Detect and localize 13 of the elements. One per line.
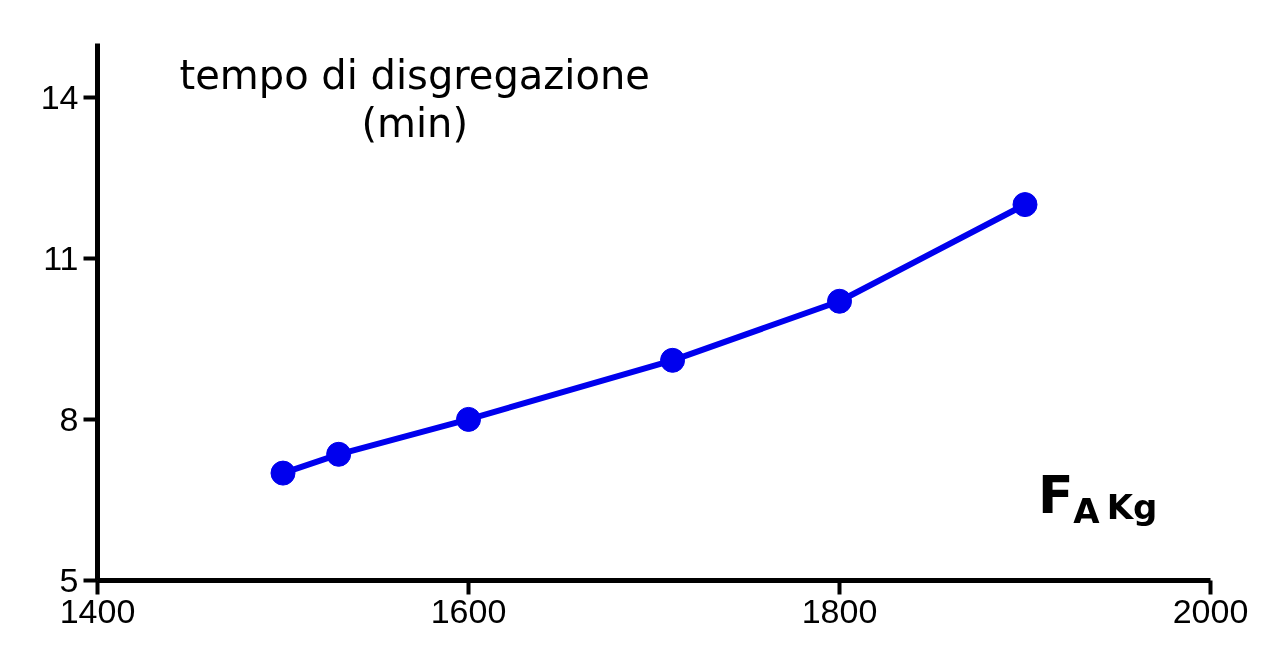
point [660, 347, 686, 373]
x-tick-label: 2000 [1172, 591, 1249, 630]
y-tick-label: 11 [43, 238, 79, 277]
y-axis-title: tempo di disgregazione (min) [179, 51, 650, 146]
x-tick-label: 1800 [801, 591, 878, 630]
x-tick-label: 1600 [430, 591, 507, 630]
point [827, 288, 852, 314]
point [326, 441, 352, 467]
point [456, 406, 481, 432]
y-tick-label: 14 [40, 77, 79, 116]
point [1012, 192, 1038, 218]
y-tick-label: 8 [59, 399, 79, 438]
point [270, 460, 296, 486]
